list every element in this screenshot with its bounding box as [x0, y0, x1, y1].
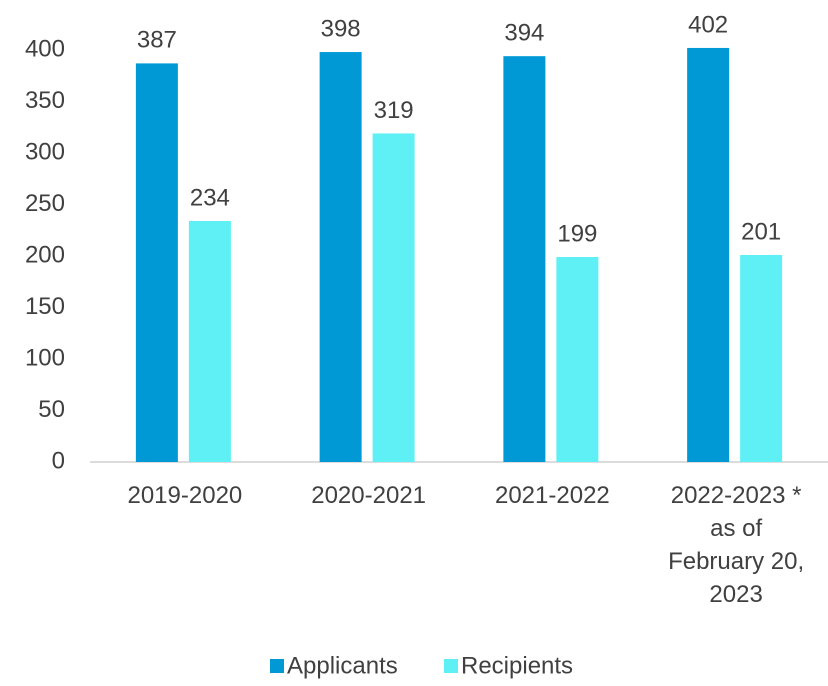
x-tick-label-line: as of — [710, 515, 762, 542]
bar — [319, 52, 362, 463]
x-tick-label-line: 2022-2023 * — [671, 482, 802, 509]
data-label: 319 — [374, 97, 414, 124]
y-tick-label: 300 — [25, 138, 65, 165]
x-tick-label-line: 2019-2020 — [127, 482, 242, 509]
data-label: 201 — [741, 218, 781, 245]
bar — [687, 47, 730, 462]
y-tick-label: 400 — [25, 35, 65, 62]
bar — [135, 63, 178, 462]
data-label: 394 — [504, 20, 544, 47]
x-tick-label: 2019-2020 — [127, 482, 242, 509]
y-tick-label: 0 — [52, 447, 65, 474]
x-tick-label: 2022-2023 * as of February 20, 2023 — [668, 482, 804, 608]
x-tick-label-line: February 20, — [668, 548, 804, 575]
y-tick-label: 350 — [25, 87, 65, 114]
data-label: 387 — [137, 27, 177, 54]
x-tick-label-line: 2020-2021 — [311, 482, 426, 509]
legend-label: Recipients — [461, 652, 573, 679]
y-tick-label: 250 — [25, 190, 65, 217]
y-tick-label: 50 — [38, 396, 65, 423]
legend-swatch — [270, 659, 284, 673]
x-tick-label-line: 2021-2022 — [495, 482, 610, 509]
x-tick-label-line: 2023 — [709, 581, 762, 608]
bar — [372, 133, 415, 462]
data-label: 398 — [321, 15, 361, 42]
data-label: 234 — [190, 184, 230, 211]
legend-swatch — [444, 659, 458, 673]
data-label: 199 — [557, 220, 597, 247]
data-label: 402 — [688, 11, 728, 38]
x-tick-label: 2020-2021 — [311, 482, 426, 509]
bar — [556, 257, 599, 462]
bar — [188, 220, 231, 462]
bar — [503, 56, 546, 463]
y-tick-label: 100 — [25, 344, 65, 371]
bar — [740, 254, 783, 462]
y-tick-label: 150 — [25, 293, 65, 320]
legend-label: Applicants — [287, 652, 398, 679]
x-tick-label: 2021-2022 — [495, 482, 610, 509]
y-tick-label: 200 — [25, 241, 65, 268]
